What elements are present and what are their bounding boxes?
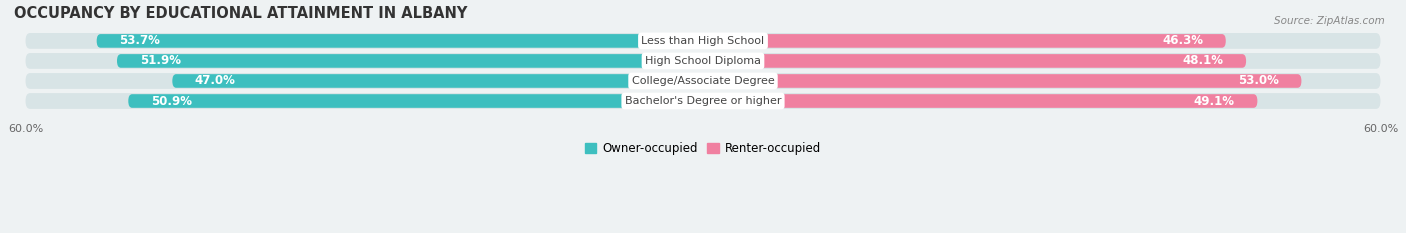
FancyBboxPatch shape [25,73,1381,89]
Text: 53.7%: 53.7% [120,34,160,47]
FancyBboxPatch shape [703,94,1257,108]
Text: High School Diploma: High School Diploma [645,56,761,66]
Text: Less than High School: Less than High School [641,36,765,46]
FancyBboxPatch shape [25,93,1381,109]
FancyBboxPatch shape [128,94,703,108]
Text: College/Associate Degree: College/Associate Degree [631,76,775,86]
FancyBboxPatch shape [117,54,703,68]
Text: 47.0%: 47.0% [195,75,236,87]
FancyBboxPatch shape [173,74,703,88]
Text: 48.1%: 48.1% [1182,55,1223,67]
Text: 53.0%: 53.0% [1237,75,1279,87]
FancyBboxPatch shape [97,34,703,48]
Text: OCCUPANCY BY EDUCATIONAL ATTAINMENT IN ALBANY: OCCUPANCY BY EDUCATIONAL ATTAINMENT IN A… [14,6,468,21]
Text: 49.1%: 49.1% [1194,95,1234,107]
FancyBboxPatch shape [703,54,1246,68]
Text: Source: ZipAtlas.com: Source: ZipAtlas.com [1274,16,1385,26]
Text: 50.9%: 50.9% [150,95,191,107]
Text: Bachelor's Degree or higher: Bachelor's Degree or higher [624,96,782,106]
FancyBboxPatch shape [25,53,1381,69]
FancyBboxPatch shape [703,34,1226,48]
FancyBboxPatch shape [25,33,1381,49]
Text: 46.3%: 46.3% [1163,34,1204,47]
Legend: Owner-occupied, Renter-occupied: Owner-occupied, Renter-occupied [579,137,827,160]
Text: 51.9%: 51.9% [139,55,180,67]
FancyBboxPatch shape [703,74,1302,88]
